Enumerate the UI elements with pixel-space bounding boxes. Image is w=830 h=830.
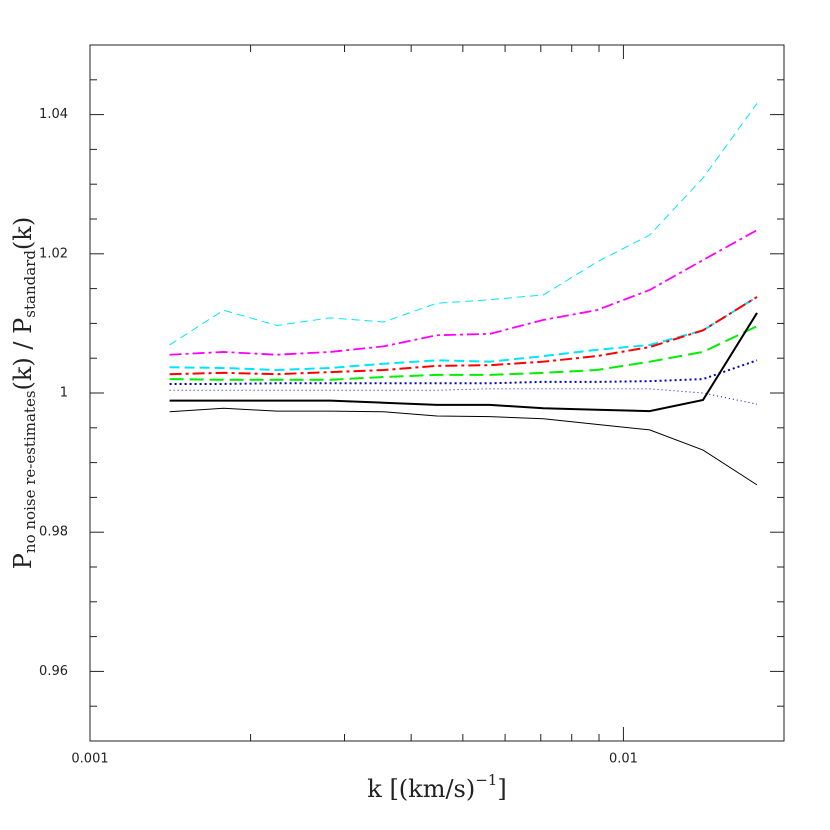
y-axis-title-sub: standard	[21, 250, 39, 318]
y-tick-label: 1.04	[39, 107, 68, 122]
y-tick-label: 1.02	[39, 246, 68, 261]
series-line	[169, 296, 758, 372]
series-line	[169, 407, 758, 486]
y-axis-title: Pno noise re-estimates(k) / Pstandard(k)	[9, 217, 40, 569]
y-tick-label: 0.98	[39, 525, 68, 540]
series-line	[169, 388, 758, 405]
x-axis-title-end: ]	[497, 775, 506, 803]
series-line	[169, 103, 758, 346]
x-tick-label: 0.01	[609, 752, 638, 767]
y-axis-title-main: P	[9, 553, 37, 569]
series-line	[169, 325, 758, 381]
y-tick-label: 1	[60, 386, 68, 401]
series-line	[169, 296, 758, 376]
x-tick-label: 0.001	[71, 752, 108, 767]
y-axis-title-sub: no noise re-estimates	[21, 390, 39, 553]
x-axis-title-main: k [(km/s)	[367, 775, 475, 803]
y-axis-title-main: (k) / P	[9, 318, 37, 391]
y-axis-title-main: (k)	[9, 217, 37, 250]
plot-frame	[89, 44, 785, 742]
series-line	[169, 229, 758, 356]
y-tick-label: 0.96	[39, 664, 68, 679]
x-axis-title-sup: −1	[475, 771, 497, 789]
x-axis-title: k [(km/s)−1]	[367, 771, 506, 803]
series-line	[169, 312, 758, 413]
